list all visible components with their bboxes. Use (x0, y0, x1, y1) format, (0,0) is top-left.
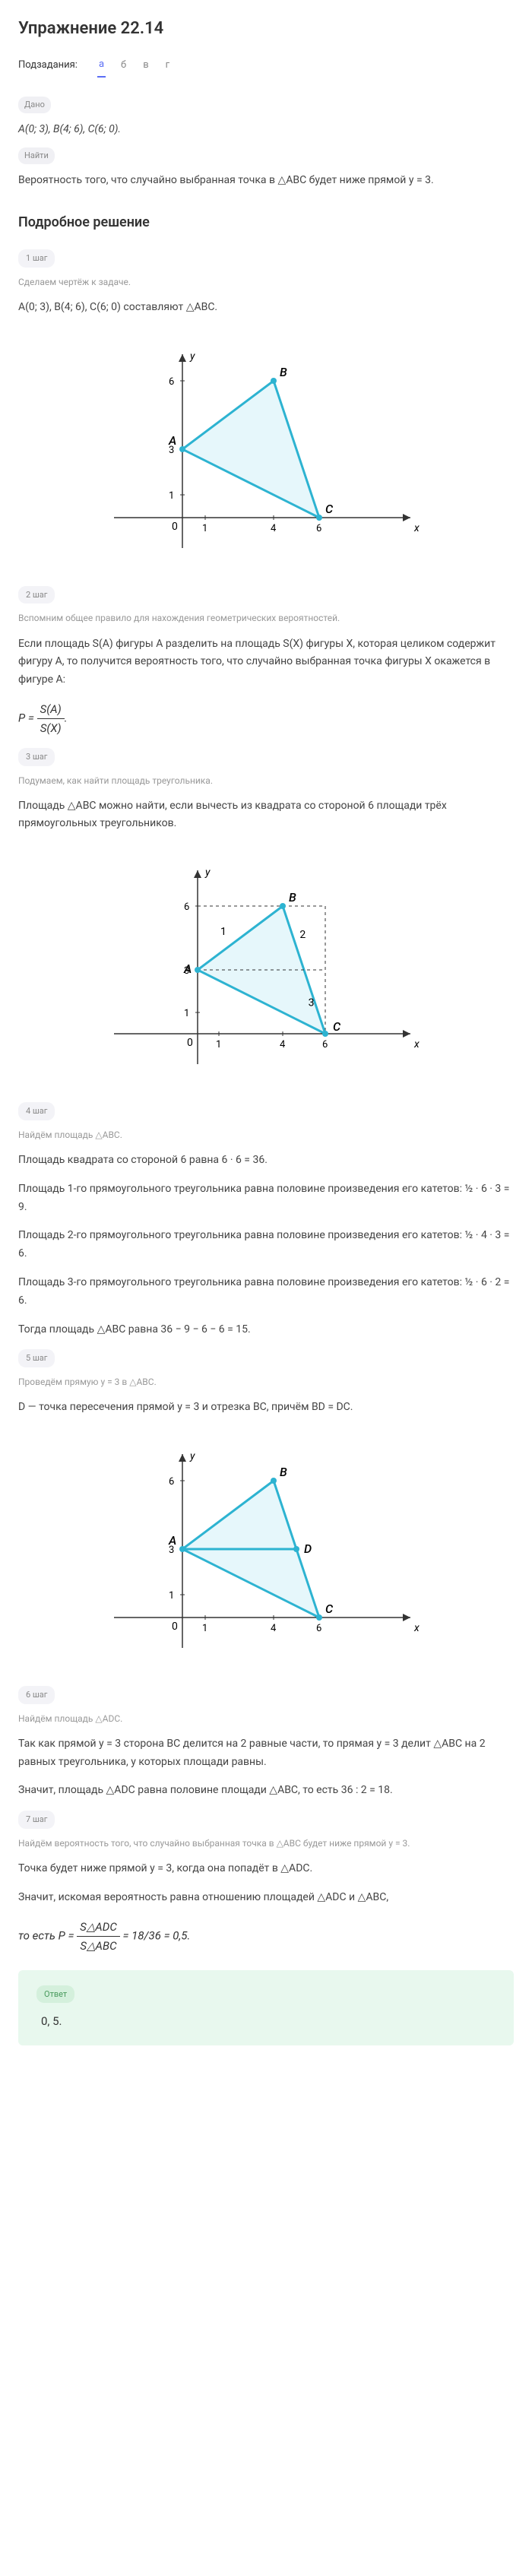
formula-final-den: S△ABC (77, 1937, 120, 1955)
step-line-4-4: Тогда площадь △ABC равна 36 − 9 − 6 − 6 … (18, 1321, 514, 1339)
svg-text:B: B (289, 890, 296, 905)
subtab-a[interactable]: а (97, 54, 106, 78)
svg-text:x: x (413, 1622, 420, 1634)
given-text: A(0; 3), B(4; 6), C(6; 0). (18, 121, 514, 138)
step-desc-1: Сделаем чертёж к задаче. (18, 275, 514, 290)
formula-final: то есть P = S△ADC S△ABC = 18/36 = 0,5. (18, 1918, 514, 1955)
svg-text:4: 4 (271, 523, 277, 534)
subtab-g[interactable]: г (164, 55, 171, 77)
step-line-6-1: Значит, площадь △ADC равна половине площ… (18, 1782, 514, 1800)
svg-text:6: 6 (169, 376, 174, 388)
solution-title: Подробное решение (18, 212, 514, 234)
svg-text:6: 6 (316, 1623, 321, 1634)
chart-1: xy0146136ABC (18, 328, 514, 571)
find-badge: Найти (18, 147, 55, 164)
step-line-7-0: Точка будет ниже прямой y = 3, когда она… (18, 1860, 514, 1878)
formula-den: S(X) (37, 719, 65, 737)
svg-text:x: x (413, 522, 420, 534)
subtabs-label: Подзадания: (18, 58, 78, 74)
step-desc-5: Проведём прямую y = 3 в △ABC. (18, 1375, 514, 1389)
answer-value: 0, 5. (36, 2012, 496, 2030)
step-line-4-3: Площадь 3-го прямоугольного треугольника… (18, 1274, 514, 1310)
step-line-2-0: Если площадь S(A) фигуры A разделить на … (18, 635, 514, 689)
step-badge-3: 3 шаг (18, 748, 55, 766)
step-desc-6: Найдём площадь △ADC. (18, 1712, 514, 1726)
chart-3: xy0146136ABCD (18, 1427, 514, 1671)
step-desc-2: Вспомним общее правило для нахождения ге… (18, 611, 514, 626)
step-desc-4: Найдём площадь △ABC. (18, 1128, 514, 1142)
svg-text:1: 1 (184, 1008, 189, 1019)
svg-text:C: C (333, 1019, 341, 1034)
step-line-4-2: Площадь 2-го прямоугольного треугольника… (18, 1227, 514, 1263)
step-line-7-1: Значит, искомая вероятность равна отноше… (18, 1889, 514, 1907)
formula-num: S(A) (37, 700, 65, 719)
svg-text:y: y (204, 867, 211, 879)
subtab-v[interactable]: в (141, 55, 150, 77)
svg-text:1: 1 (202, 1623, 207, 1634)
step-line-3-0: Площадь △ABC можно найти, если вычесть и… (18, 797, 514, 834)
svg-text:y: y (189, 1450, 195, 1462)
step-badge-7: 7 шаг (18, 1811, 55, 1829)
svg-text:1: 1 (169, 490, 174, 502)
step-line-6-0: Так как прямой y = 3 сторона BC делится … (18, 1735, 514, 1772)
subtabs-row: Подзадания: а б в г (18, 54, 514, 78)
step-badge-2: 2 шаг (18, 586, 55, 604)
svg-text:D: D (304, 1541, 312, 1556)
svg-text:A: A (168, 433, 176, 448)
svg-text:C: C (325, 1602, 334, 1616)
svg-text:C: C (325, 502, 334, 516)
svg-text:4: 4 (280, 1039, 286, 1050)
svg-text:2: 2 (299, 929, 306, 941)
svg-text:y: y (189, 350, 195, 363)
formula-p: P = S(A) S(X) . (18, 700, 514, 737)
svg-text:A: A (168, 1533, 176, 1548)
svg-text:4: 4 (271, 1623, 277, 1634)
svg-text:1: 1 (220, 926, 226, 938)
given-badge: Дано (18, 97, 51, 113)
chart-2: xy0146136ABC123 (18, 844, 514, 1087)
formula-final-eq: = 18/36 = 0,5. (123, 1928, 191, 1942)
svg-text:1: 1 (202, 523, 207, 534)
svg-text:6: 6 (322, 1039, 328, 1050)
step-badge-1: 1 шаг (18, 249, 55, 268)
svg-text:1: 1 (216, 1039, 221, 1050)
step-badge-6: 6 шаг (18, 1686, 55, 1704)
formula-p-label: P = (18, 711, 34, 724)
svg-text:6: 6 (184, 901, 189, 913)
exercise-title: Упражнение 22.14 (18, 15, 514, 42)
svg-text:6: 6 (169, 1476, 174, 1488)
svg-text:1: 1 (169, 1590, 174, 1602)
formula-final-prefix: то есть P = (18, 1928, 74, 1942)
step-line-1-0: A(0; 3), B(4; 6), C(6; 0) составляют △AB… (18, 299, 514, 317)
step-line-4-1: Площадь 1-го прямоугольного треугольника… (18, 1180, 514, 1217)
step-badge-5: 5 шаг (18, 1349, 55, 1367)
svg-text:0: 0 (172, 1621, 178, 1633)
find-text: Вероятность того, что случайно выбранная… (18, 172, 514, 190)
answer-box: Ответ 0, 5. (18, 1970, 514, 2046)
step-badge-4: 4 шаг (18, 1102, 55, 1120)
svg-text:3: 3 (309, 997, 315, 1009)
svg-text:x: x (413, 1038, 420, 1050)
svg-text:0: 0 (187, 1037, 193, 1049)
svg-text:B: B (280, 365, 287, 379)
subtab-b[interactable]: б (119, 55, 128, 77)
step-desc-3: Подумаем, как найти площадь треугольника… (18, 774, 514, 788)
step-line-4-0: Площадь квадрата со стороной 6 равна 6 ·… (18, 1152, 514, 1170)
svg-text:A: A (183, 962, 192, 976)
svg-text:0: 0 (172, 521, 178, 533)
answer-label: Ответ (36, 1985, 74, 2004)
svg-text:6: 6 (316, 523, 321, 534)
step-line-5-0: D — точка пересечения прямой y = 3 и отр… (18, 1399, 514, 1417)
svg-text:B: B (280, 1465, 287, 1479)
formula-final-num: S△ADC (77, 1918, 120, 1937)
step-desc-7: Найдём вероятность того, что случайно вы… (18, 1836, 514, 1851)
